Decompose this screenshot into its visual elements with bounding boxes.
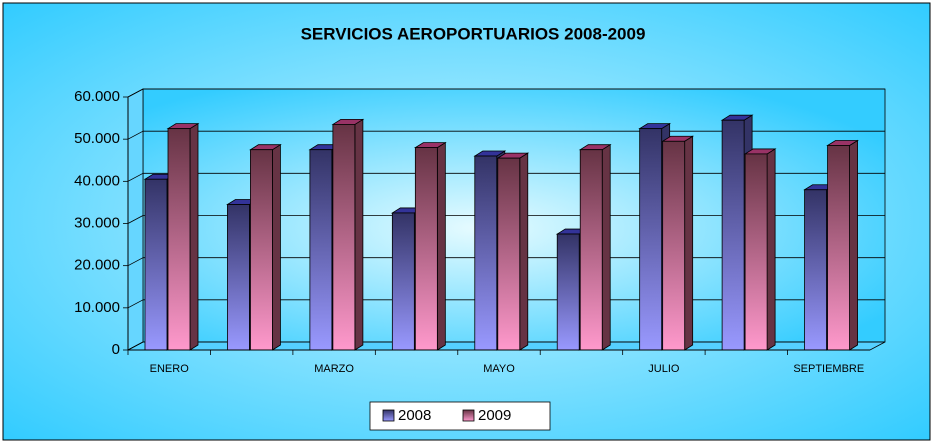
bar — [721, 119, 745, 351]
bar — [391, 212, 415, 351]
bar-side — [849, 139, 858, 351]
legend-label: 2008 — [398, 407, 431, 424]
grid-line-side — [127, 215, 144, 224]
bar — [497, 157, 521, 351]
bar — [414, 147, 438, 351]
bar-side — [436, 141, 446, 351]
bar — [144, 178, 168, 351]
bar — [827, 145, 850, 351]
bar — [662, 140, 686, 351]
y-tick-label: 20.000 — [74, 257, 120, 274]
legend-box — [369, 401, 551, 431]
x-tick-label: SEPTIEMBRE — [793, 363, 864, 375]
y-tick-label: 50.000 — [74, 130, 120, 147]
y-tick-label: 60.000 — [74, 88, 120, 105]
x-tick-label: MAYO — [483, 363, 515, 375]
bar-side — [601, 143, 611, 351]
bar-side — [272, 143, 281, 351]
bar-side — [519, 152, 529, 351]
bar — [639, 128, 663, 351]
x-tick-label: MARZO — [314, 363, 354, 375]
chart-title: SERVICIOS AEROPORTUARIOS 2008-2009 — [301, 24, 646, 43]
bar — [167, 128, 191, 351]
bar — [556, 233, 580, 351]
legend-swatch — [462, 409, 475, 422]
y-tick-label: 0 — [112, 341, 120, 358]
bar — [250, 149, 273, 351]
x-tick-label: ENERO — [150, 363, 190, 375]
bar-side — [684, 135, 694, 351]
bar — [309, 149, 333, 351]
legend-label: 2009 — [478, 407, 511, 424]
grid-line-side — [127, 88, 144, 98]
grid-line-side — [127, 299, 144, 309]
bar — [804, 189, 827, 351]
y-tick-label: 30.000 — [74, 214, 120, 231]
grid-line-side — [127, 257, 144, 267]
y-tick-label: 40.000 — [74, 172, 120, 189]
legend-swatch — [382, 409, 395, 422]
bar — [227, 204, 250, 351]
bar — [579, 149, 603, 351]
bar-side — [766, 148, 776, 351]
grid-line-side — [127, 172, 144, 182]
bar — [332, 124, 356, 351]
bar — [474, 155, 498, 351]
bar-side — [354, 118, 364, 351]
grid-line-side — [127, 341, 144, 351]
bar — [744, 153, 768, 351]
grid-line-side — [127, 130, 144, 140]
x-tick-label: JULIO — [648, 363, 680, 375]
y-tick-label: 10.000 — [74, 299, 120, 316]
bar-side — [189, 122, 199, 351]
